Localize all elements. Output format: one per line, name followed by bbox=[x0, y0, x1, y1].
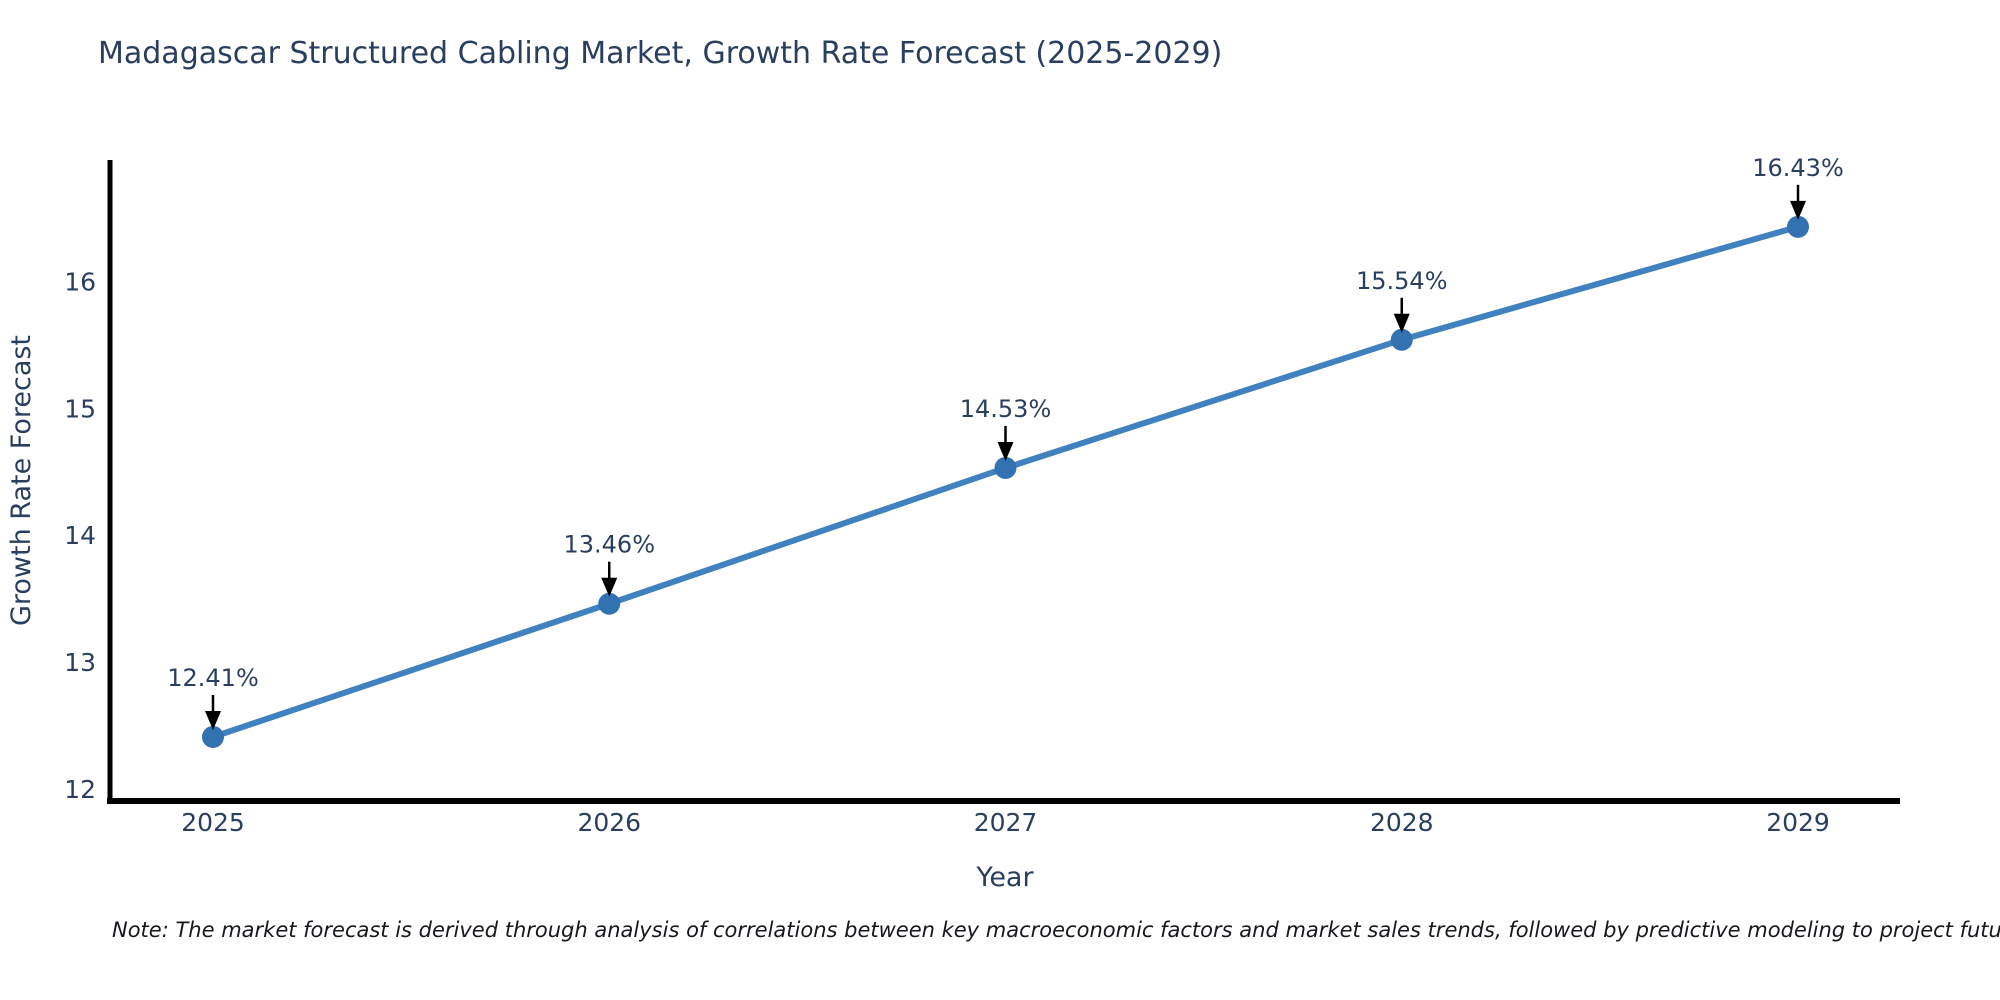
x-tick-label: 2026 bbox=[577, 808, 641, 837]
x-axis-title: Year bbox=[975, 862, 1034, 893]
annotation-arrow-head bbox=[997, 441, 1014, 461]
data-point-label: 14.53% bbox=[960, 395, 1052, 423]
data-point-marker bbox=[1787, 215, 1809, 238]
x-tick-label: 2025 bbox=[181, 808, 245, 837]
y-tick-label: 16 bbox=[64, 267, 96, 296]
x-tick-label: 2027 bbox=[974, 808, 1038, 837]
x-tick-label: 2028 bbox=[1370, 808, 1434, 837]
y-tick-label: 14 bbox=[64, 521, 96, 550]
y-tick-label: 15 bbox=[64, 394, 96, 423]
data-point-marker bbox=[202, 725, 224, 748]
annotation-arrow-head bbox=[205, 710, 221, 730]
data-point-marker bbox=[994, 456, 1017, 479]
forecast-line bbox=[210, 223, 1801, 740]
annotation-arrow-head bbox=[1393, 313, 1410, 333]
data-point-label: 12.41% bbox=[167, 664, 259, 692]
chart-title: Madagascar Structured Cabling Market, Gr… bbox=[98, 36, 1223, 71]
y-tick-label: 12 bbox=[64, 775, 96, 804]
annotation-arrow-head bbox=[1790, 200, 1806, 220]
data-point-label: 15.54% bbox=[1356, 267, 1448, 295]
data-point-label: 16.43% bbox=[1752, 154, 1844, 182]
annotation-arrow-head bbox=[601, 577, 618, 597]
data-point-marker bbox=[1390, 328, 1413, 351]
data-point-label: 13.46% bbox=[563, 531, 655, 559]
y-tick-label: 13 bbox=[64, 648, 96, 677]
footnote: Note: The market forecast is derived thr… bbox=[112, 918, 2000, 942]
x-tick-label: 2029 bbox=[1766, 808, 1830, 837]
y-axis-title: Growth Rate Forecast bbox=[6, 335, 37, 626]
data-point-marker bbox=[598, 592, 621, 615]
